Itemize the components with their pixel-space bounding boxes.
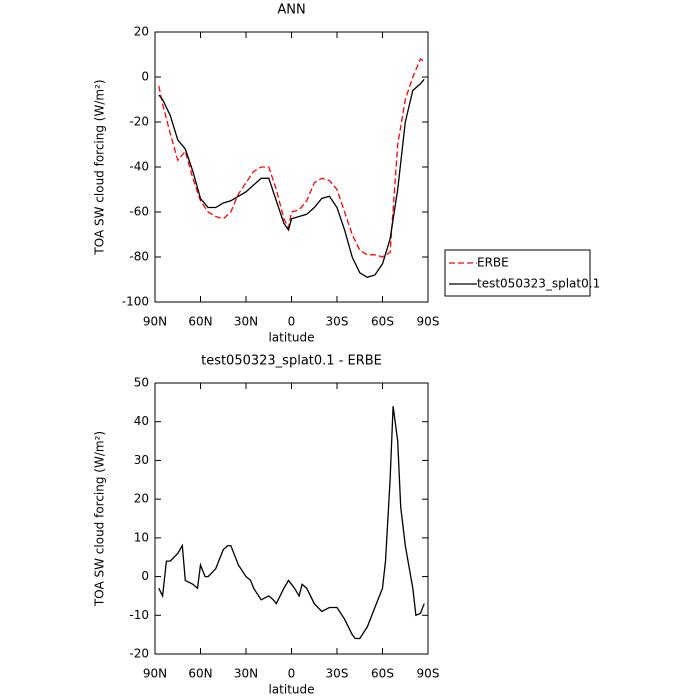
x-tick-label: 30N [234,667,258,681]
x-tick-label: 60S [371,667,394,681]
chart-title: test050323_splat0.1 - ERBE [201,354,382,369]
x-tick-label: 30S [326,315,349,329]
y-tick-label: -80 [129,250,149,264]
y-tick-label: 30 [134,453,149,467]
y-tick-label: 10 [134,530,149,544]
x-axis-label: latitude [268,331,314,345]
x-axis-label: latitude [268,683,314,697]
y-tick-label: -20 [129,115,149,129]
x-tick-label: 90N [143,315,167,329]
y-tick-label: 0 [141,70,149,84]
y-tick-label: 0 [141,569,149,583]
y-tick-label: 20 [134,492,149,506]
y-tick-label: -20 [129,647,149,661]
x-tick-label: 90S [417,667,440,681]
x-tick-label: 30N [234,315,258,329]
x-tick-label: 30S [326,667,349,681]
legend-label: test050323_splat0.1 [477,277,600,291]
x-tick-label: 0 [288,667,296,681]
x-tick-label: 0 [288,315,296,329]
chart-title: ANN [277,3,305,18]
y-tick-label: -60 [129,205,149,219]
x-tick-label: 60N [188,667,212,681]
y-tick-label: -100 [122,295,149,309]
y-axis-label: TOA SW cloud forcing (W/m²) [93,79,107,255]
data-line [158,58,425,258]
y-tick-label: -40 [129,160,149,174]
y-tick-label: 50 [134,376,149,390]
legend-label: ERBE [477,256,509,270]
data-line [158,78,425,279]
x-tick-label: 60S [371,315,394,329]
data-line [158,406,425,640]
y-tick-label: 40 [134,414,149,428]
plot-frame [154,382,429,655]
y-tick-label: -10 [129,608,149,622]
x-tick-label: 60N [188,315,212,329]
legend-box [444,249,591,297]
y-tick-label: 20 [134,25,149,39]
x-tick-label: 90S [417,315,440,329]
x-tick-label: 90N [143,667,167,681]
plot-frame [154,31,429,303]
y-axis-label: TOA SW cloud forcing (W/m²) [93,431,107,607]
